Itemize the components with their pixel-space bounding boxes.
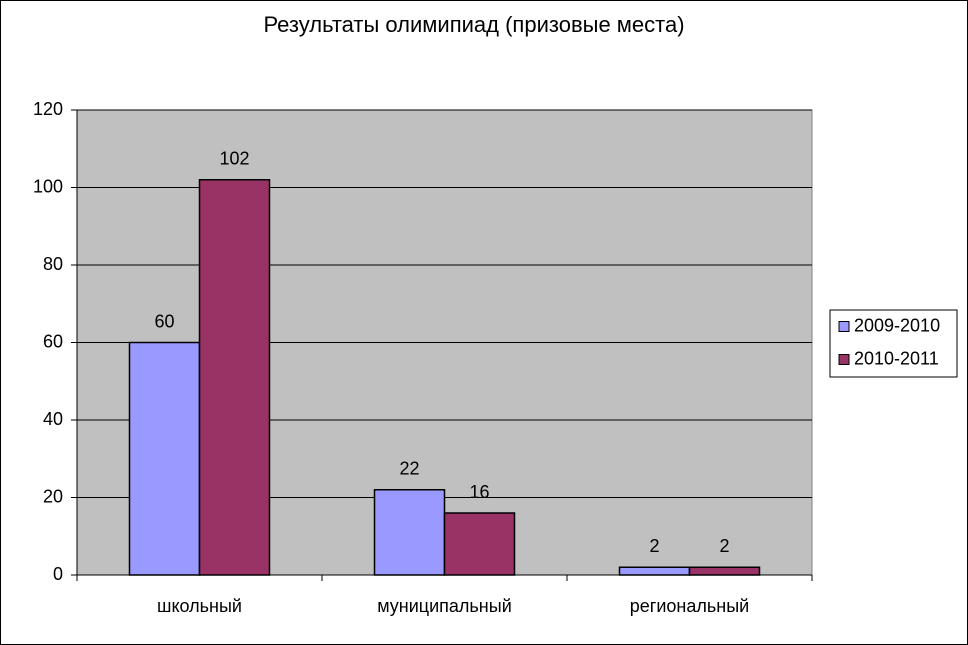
data-label: 22 [399,459,419,479]
bar [688,566,761,576]
chart-title: Результаты олимипиад (призовые места) [263,12,684,37]
x-tick-label: муниципальный [377,596,512,616]
x-tick-label: региональный [630,596,749,616]
data-label: 2 [719,536,729,556]
x-tick-label: школьный [157,596,242,616]
y-tick-label: 120 [33,99,63,119]
y-tick-label: 20 [43,486,63,506]
bar [618,566,691,576]
y-tick-label: 100 [33,176,63,196]
data-label: 102 [219,149,249,169]
data-label: 60 [154,311,174,331]
legend-label: 2009-2010 [854,315,940,335]
data-label: 16 [469,482,489,502]
legend-box [829,309,958,378]
bar [128,341,201,576]
legend-label: 2010-2011 [854,348,939,368]
legend-swatch [838,354,850,365]
y-tick-label: 80 [43,254,63,274]
y-tick-label: 0 [53,564,63,584]
y-tick-label: 40 [43,409,63,429]
bar [373,489,446,576]
y-tick-label: 60 [43,331,63,351]
bar [443,512,516,576]
data-label: 2 [649,536,659,556]
legend-swatch [838,321,850,332]
bar [198,179,271,576]
